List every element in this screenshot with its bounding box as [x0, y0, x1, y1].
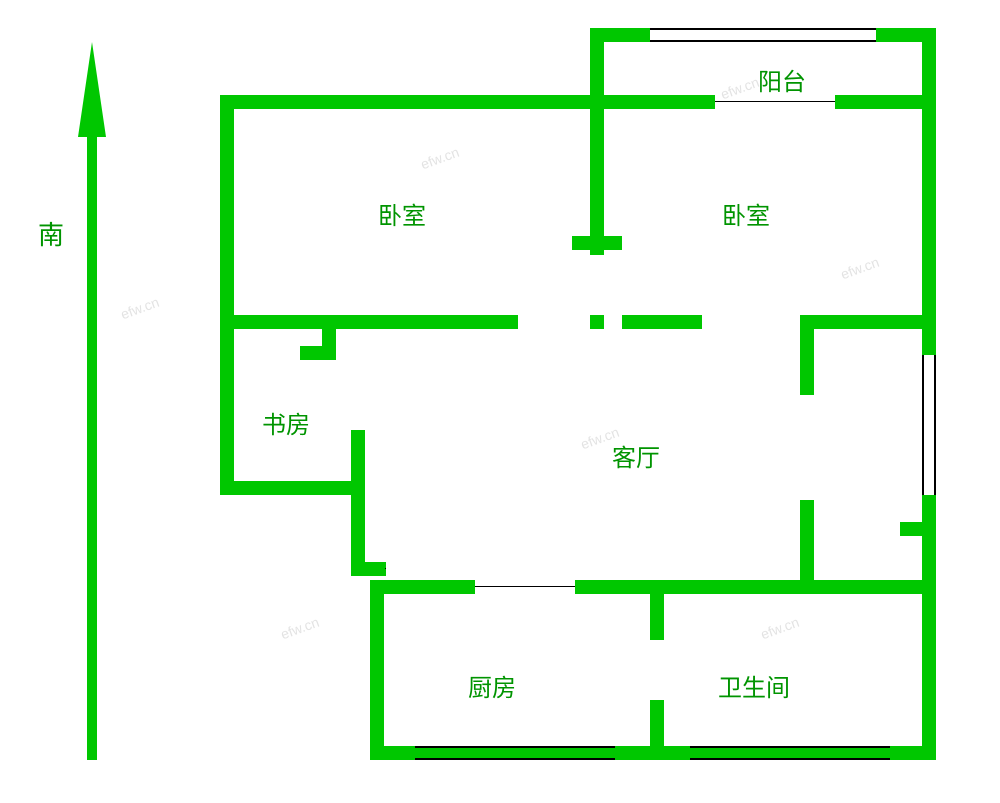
wall-bed-divider-v: [590, 95, 604, 255]
thin-win-bottom-d: [690, 758, 890, 760]
thin-door-kitchen: [475, 586, 575, 587]
wall-outer-right-a: [922, 95, 936, 315]
wall-kb-top-left: [370, 580, 475, 594]
room-label-study: 书房: [262, 405, 310, 440]
thin-win-bottom-b: [415, 758, 615, 760]
wall-bed1-bottom-right: [590, 315, 604, 329]
wall-outer-bottom-left-short: [351, 562, 386, 576]
thin-balcony-door: [715, 101, 835, 102]
floorplan-canvas: 南 efw.cnefw.cnefw.cnefw.cnefw.cnefw.cnef…: [0, 0, 1000, 803]
compass-label: 南: [38, 215, 64, 252]
watermark: efw.cn: [718, 74, 761, 103]
wall-study-right-stub: [300, 346, 336, 360]
thin-balcony-window-top: [650, 28, 876, 30]
wall-balcony-bottom-left: [590, 95, 715, 109]
room-label-kitchen: 厨房: [468, 668, 516, 703]
wall-study-right-bot: [351, 430, 365, 495]
wall-bed2-bottom-left: [622, 315, 702, 329]
room-label-bedroom1: 卧室: [378, 196, 426, 231]
wall-lr-right-window-bot: [900, 522, 936, 536]
thin-win-bottom-c: [690, 746, 890, 748]
room-label-balcony: 阳台: [758, 62, 806, 97]
wall-outer-top-left: [220, 95, 590, 109]
wall-outer-right-d: [922, 535, 936, 760]
thin-win-right-upper-a: [922, 355, 924, 495]
room-label-bedroom2: 卧室: [722, 196, 770, 231]
thin-balcony-window-top2: [650, 40, 876, 42]
wall-lr-right-window-top: [900, 315, 936, 329]
room-label-bathroom: 卫生间: [718, 668, 790, 703]
wall-kb-divider-bot: [650, 700, 664, 760]
thin-win-right-upper-b: [934, 355, 936, 495]
wall-lr-right-wall-top: [800, 315, 814, 395]
wall-kb-divider-top: [650, 580, 664, 640]
wall-bed-divider-stub: [572, 236, 622, 250]
wall-outer-left-upper: [220, 95, 234, 495]
wall-bed1-bottom-left: [220, 315, 518, 329]
wall-balcony-bottom-right: [835, 95, 936, 109]
room-label-livingroom: 客厅: [612, 438, 660, 473]
watermark: efw.cn: [278, 614, 321, 643]
wall-kb-top-right: [575, 580, 936, 594]
wall-study-bottom: [220, 481, 365, 495]
watermark: efw.cn: [838, 254, 881, 283]
watermark: efw.cn: [418, 144, 461, 173]
thin-door-main: [385, 568, 386, 569]
wall-lr-right-wall-bot: [800, 500, 814, 580]
watermark: efw.cn: [758, 614, 801, 643]
wall-outer-bottom-left-v: [370, 580, 384, 760]
thin-win-bottom-a: [415, 746, 615, 748]
watermark: efw.cn: [118, 294, 161, 323]
